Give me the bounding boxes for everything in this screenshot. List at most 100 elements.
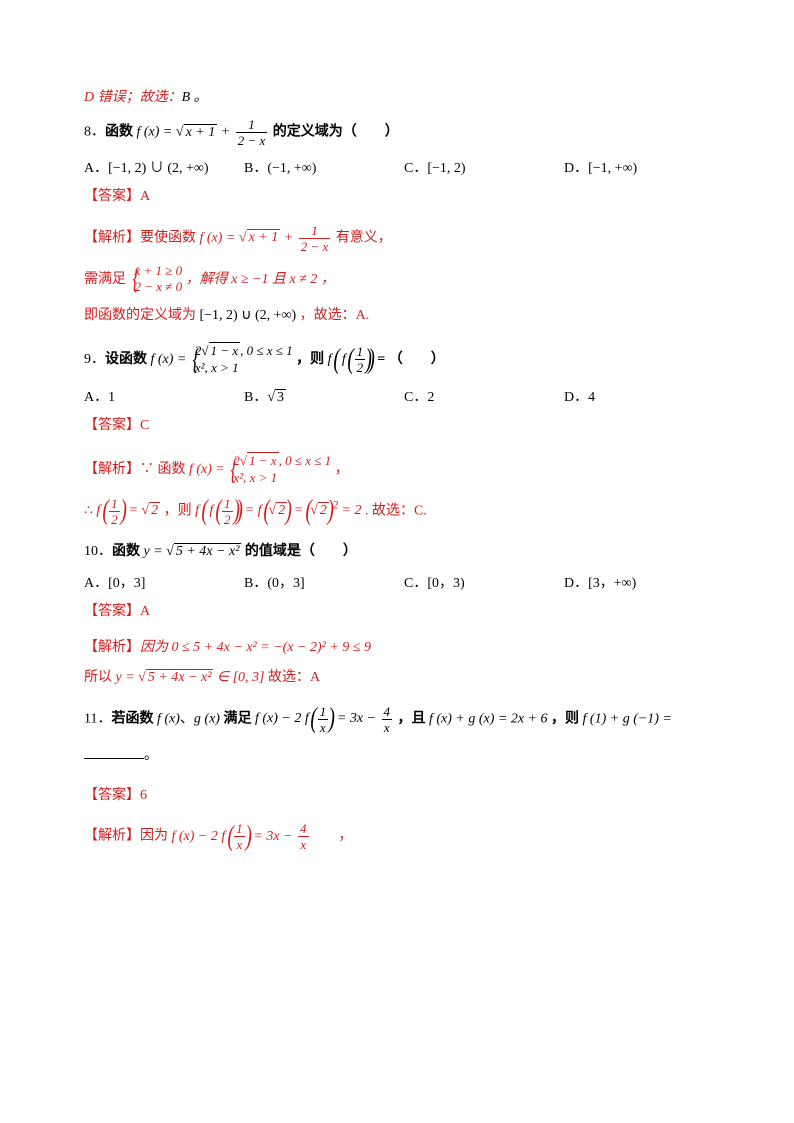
q8-opt-c: C．[−1, 2) xyxy=(404,157,564,177)
q8-opt-b: B．(−1, +∞) xyxy=(244,157,404,177)
q8-stem-b: 的定义域为（ ） xyxy=(269,125,399,140)
q8-answer: 【答案】A xyxy=(84,187,710,207)
q9-f2: f (x) = xyxy=(189,462,228,477)
blank-underline xyxy=(84,744,144,759)
q9-bc: ∵ 函数 xyxy=(140,462,189,477)
q9-sb: ，则 xyxy=(293,352,328,367)
q10-opt-c: C．[0，3) xyxy=(404,572,564,592)
q11-num: 11． xyxy=(84,711,111,726)
q9-fx: f (x) = xyxy=(151,352,190,367)
q9-opt-c: C．2 xyxy=(404,386,564,406)
q9-th: ∴ xyxy=(84,503,96,518)
q11-fg: f (x)、g (x) xyxy=(157,711,220,726)
q11-l1b: f (x) − 2 f (1x) = 3x − 4x xyxy=(172,829,311,844)
q10-opt-d: D．[3，+∞) xyxy=(564,572,636,592)
q8-opt-d: D．[−1, +∞) xyxy=(564,157,637,177)
q8-a1b: 有意义， xyxy=(332,230,392,245)
q9-cases: {2√1 − x, 0 ≤ x ≤ 1x², x > 1 xyxy=(190,343,293,377)
q8-a3b: ，故选：A. xyxy=(296,308,369,323)
q11-anl: 【解析】 xyxy=(84,829,140,844)
q8-a2b: ，解得 x ≥ −1 且 x ≠ 2 ， xyxy=(182,272,335,287)
q8-opt-a: A．[−1, 2) ∪ (2, +∞) xyxy=(84,157,244,177)
q11-stem: 11．若函数 f (x)、g (x) 满足 f (x) − 2 f (1x) =… xyxy=(84,705,710,734)
q8-frac: 12 − x xyxy=(236,118,268,147)
q8-a3a: 即函数的定义域为 xyxy=(84,308,200,323)
q8-options: A．[−1, 2) ∪ (2, +∞) B．(−1, +∞) C．[−1, 2)… xyxy=(84,157,710,177)
q9-cases2: {2√1 − x, 0 ≤ x ≤ 1x², x > 1 xyxy=(228,453,331,487)
q10-num: 10． xyxy=(84,544,112,559)
answer-label: 【答案】 xyxy=(84,189,140,204)
q11-eq2: f (x) + g (x) = 2x + 6 xyxy=(429,711,548,726)
q9-num: 9． xyxy=(84,352,105,367)
q10-sa: 函数 xyxy=(112,544,144,559)
q10-fn: y = √5 + 4x − x² xyxy=(144,543,242,559)
q8-fracd2: 2 − x xyxy=(299,239,331,253)
q10-opt-a: A．[0，3] xyxy=(84,572,244,592)
q8-frac-den: 2 − x xyxy=(236,133,268,147)
q9-expr: f ( f (12)) xyxy=(328,352,374,367)
fragment-red: D 错误；故选： xyxy=(84,90,182,105)
q10-l2b: y = √5 + 4x − x² ∈ [0, 3] xyxy=(116,669,265,685)
q11-l1c: ， xyxy=(311,829,353,844)
q10-answer: 【答案】A xyxy=(84,602,710,622)
q9-sa: 设函数 xyxy=(105,352,151,367)
q8-analysis-3: 即函数的定义域为 [−1, 2) ∪ (2, +∞) ，故选：A. xyxy=(84,306,710,326)
q10-al: 【答案】 xyxy=(84,604,140,619)
q11-answer: 【答案】6 xyxy=(84,786,710,806)
q9-al: 【答案】 xyxy=(84,418,140,433)
q8-frac2: 12 − x xyxy=(299,224,331,253)
q8-sqrtarg2: x + 1 xyxy=(247,229,281,245)
q10-l2c: 故选：A xyxy=(265,670,321,685)
q11-sc: ，且 xyxy=(394,711,429,726)
q11-av: 6 xyxy=(140,788,147,803)
q11-tg: f (1) + g (−1) = xyxy=(583,711,672,726)
q8-a2a: 需满足 xyxy=(84,272,130,287)
q8-stem: 8．函数 f (x) = √x + 1 + 12 − x 的定义域为（ ） xyxy=(84,118,710,147)
q8-func: f (x) = xyxy=(137,125,176,140)
fragment-line: D 错误；故选：B 。 xyxy=(84,88,710,108)
q8-stem-a: 函数 xyxy=(105,125,137,140)
q11-blank-line: 。 xyxy=(84,744,710,766)
q9-sep: ， xyxy=(331,462,349,477)
q10-l1: 因为 0 ≤ 5 + 4x − x² = −(x − 2)² + 9 ≤ 9 xyxy=(140,640,371,655)
q10-opt-b: B．(0，3] xyxy=(244,572,404,592)
q9-s2b: f ( f (12)) = f (√2) = (√2)2 = 2 xyxy=(195,503,361,518)
q9-f: f (x) = xyxy=(151,352,190,367)
q9-opt-d: D．4 xyxy=(564,386,595,406)
document-page: D 错误；故选：B 。 8．函数 f (x) = √x + 1 + 12 − x… xyxy=(0,0,794,1123)
q9-analysis-2: ∴ f (12) = √2 ，则 f ( f (12)) = f (√2) = … xyxy=(84,497,710,526)
q10-options: A．[0，3] B．(0，3] C．[0，3) D．[3，+∞) xyxy=(84,572,710,592)
q8-domain: [−1, 2) ∪ (2, +∞) xyxy=(200,308,297,323)
q11-eq1: f (x) − 2 f (1x) = 3x − 4x xyxy=(255,711,394,726)
q11-al: 【答案】 xyxy=(84,788,140,803)
q8-num: 8． xyxy=(84,125,105,140)
q9-s1: f (12) = √2 xyxy=(96,503,160,518)
q8-fracn2: 1 xyxy=(299,224,331,239)
q9-sc: = （ ） xyxy=(374,352,445,367)
q9-anl: 【解析】 xyxy=(84,462,140,477)
q10-analysis-2: 所以 y = √5 + 4x − x² ∈ [0, 3] 故选：A xyxy=(84,668,710,688)
q8-sqrt-arg: x + 1 xyxy=(184,124,218,140)
q9-av: C xyxy=(140,418,149,433)
q8-answer-val: A xyxy=(140,189,150,204)
q8-sqrt2: √x + 1 xyxy=(239,229,280,245)
q11-period: 。 xyxy=(144,748,158,763)
fragment-black: B 。 xyxy=(182,90,208,105)
q10-analysis-1: 【解析】因为 0 ≤ 5 + 4x − x² = −(x − 2)² + 9 ≤… xyxy=(84,638,710,658)
q11-analysis: 【解析】因为 f (x) − 2 f (1x) = 3x − 4x ， xyxy=(84,822,710,851)
q8-analysis-1: 【解析】要使函数 f (x) = √x + 1 + 12 − x 有意义， xyxy=(84,224,710,253)
q11-sd: ，则 xyxy=(548,711,583,726)
analysis-label: 【解析】 xyxy=(84,230,140,245)
q9-end: . 故选：C. xyxy=(361,503,426,518)
q8-cond1: x + 1 ≥ 0 xyxy=(135,263,183,278)
q9-s2a: ，则 xyxy=(160,503,195,518)
q9-options: A．1 B．√3 C．2 D．4 xyxy=(84,386,710,406)
q10-sb: 的值域是（ ） xyxy=(241,544,357,559)
q8-analysis-2: 需满足 {x + 1 ≥ 02 − x ≠ 0 ，解得 x ≥ −1 且 x ≠… xyxy=(84,263,710,297)
q10-l2a: 所以 xyxy=(84,670,116,685)
q8-frac-num: 1 xyxy=(236,118,268,133)
q9-answer: 【答案】C xyxy=(84,416,710,436)
q8-brace: {x + 1 ≥ 02 − x ≠ 0 xyxy=(130,263,183,297)
q9-opt-a: A．1 xyxy=(84,386,244,406)
q11-sb: 满足 xyxy=(220,711,255,726)
